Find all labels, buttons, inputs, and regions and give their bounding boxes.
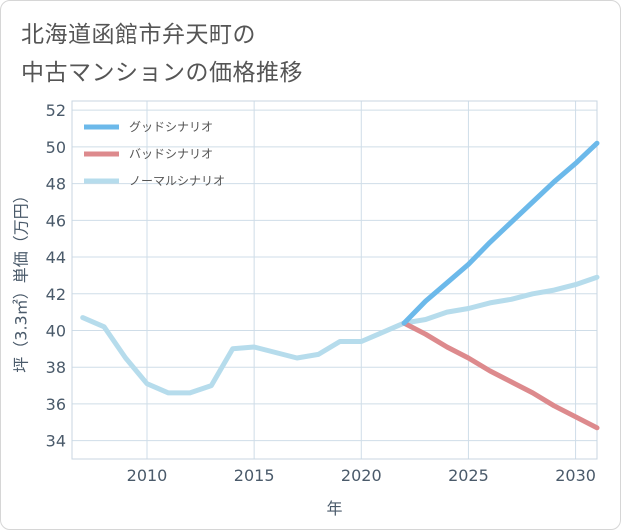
series-line-1 bbox=[401, 140, 600, 326]
y-axis-title: 坪（3.3㎡）単価（万円） bbox=[12, 187, 31, 372]
legend-label: ノーマルシナリオ bbox=[129, 174, 225, 188]
x-axis-title: 年 bbox=[326, 499, 342, 518]
y-tick-label: 40 bbox=[46, 321, 66, 340]
y-tick-label: 42 bbox=[46, 285, 66, 304]
x-tick-label: 2025 bbox=[448, 466, 489, 485]
x-tick-label: 2020 bbox=[341, 466, 382, 485]
y-tick-label: 48 bbox=[46, 175, 66, 194]
plot-frame bbox=[71, 100, 598, 460]
x-tick-label: 2030 bbox=[555, 466, 596, 485]
y-tick-label: 36 bbox=[46, 395, 66, 414]
series-line-2 bbox=[401, 320, 600, 431]
chart-title-line-2: 中古マンションの価格推移 bbox=[21, 60, 303, 86]
legend-label: グッドシナリオ bbox=[129, 120, 213, 134]
y-tick-label: 46 bbox=[46, 211, 66, 230]
legend-label: バッドシナリオ bbox=[129, 147, 213, 161]
series-line-3 bbox=[80, 274, 600, 396]
chart-title-line-1: 北海道函館市弁天町の bbox=[21, 22, 256, 48]
x-tick-label: 2015 bbox=[234, 466, 275, 485]
tick-labels: 34 36 38 40 42 44 46 48 50 52 2010 2015 2020 2025 2030 bbox=[46, 101, 596, 485]
y-tick-label: 34 bbox=[46, 432, 66, 451]
x-tick-label: 2010 bbox=[127, 466, 168, 485]
y-tick-label: 38 bbox=[46, 358, 66, 377]
axes bbox=[71, 100, 598, 460]
y-tick-label: 50 bbox=[46, 138, 66, 157]
series-lines bbox=[80, 140, 600, 431]
y-tick-label: 52 bbox=[46, 101, 66, 120]
y-tick-label: 44 bbox=[46, 248, 66, 267]
